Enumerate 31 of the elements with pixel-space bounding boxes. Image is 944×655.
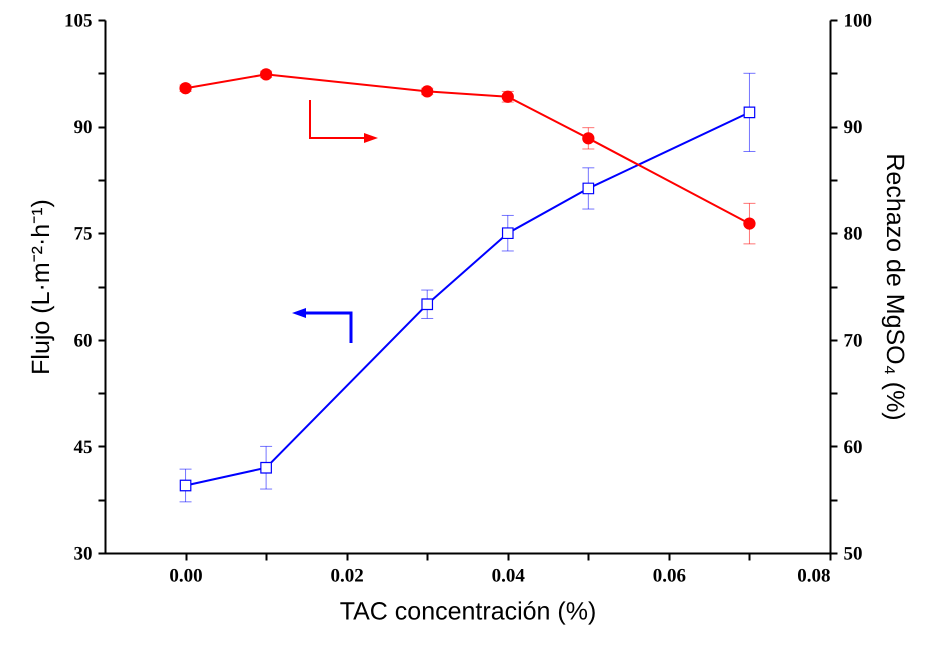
y-tick-label: 30 <box>74 544 92 564</box>
y2-tick-label: 50 <box>844 544 862 564</box>
point <box>260 68 272 80</box>
point <box>744 106 756 118</box>
point <box>180 480 192 492</box>
point <box>421 85 434 98</box>
y-tick-label: 75 <box>74 224 92 245</box>
point <box>582 132 594 144</box>
point <box>421 298 434 310</box>
y-axis-title: Flujo (L·m⁻²·h⁻¹) <box>27 199 55 375</box>
y2-tick-label: 100 <box>844 10 872 32</box>
x-tick-label: 0.04 <box>492 566 526 586</box>
x-tick-label: 0.00 <box>169 566 203 586</box>
point <box>260 462 272 474</box>
point <box>502 227 514 240</box>
x-axis-title: TAC concentración (%) <box>340 598 596 626</box>
point <box>743 217 756 230</box>
y-tick-label: 60 <box>74 330 92 352</box>
y2-tick-label: 90 <box>844 117 862 138</box>
x-tick-label: 0.08 <box>797 566 830 586</box>
x-tick-label: 0.02 <box>330 566 364 586</box>
y2-tick-label: 80 <box>844 224 862 245</box>
y2-tick-label: 70 <box>844 330 862 352</box>
point <box>179 82 192 94</box>
x-tick-label: 0.06 <box>652 566 686 586</box>
y-tick-label: 90 <box>74 117 92 138</box>
y-tick-label: 105 <box>64 10 92 32</box>
y-tick-label: 45 <box>74 436 92 458</box>
point <box>582 182 594 194</box>
y2-tick-label: 60 <box>844 436 862 458</box>
y2-axis-title: Rechazo de MgSO₄ (%) <box>881 153 909 421</box>
